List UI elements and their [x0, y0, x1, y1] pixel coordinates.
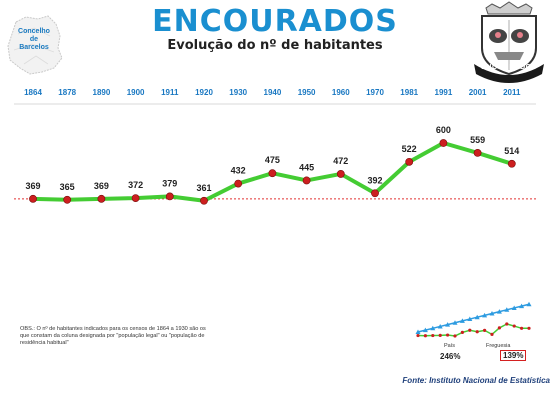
data-point-2011	[507, 159, 516, 168]
inset-country-marker	[452, 320, 458, 325]
inset-country-marker	[504, 307, 510, 312]
inset-country-marker	[474, 314, 480, 320]
value-label-1940: 475	[265, 155, 280, 165]
year-label-1981: 1981	[400, 88, 418, 97]
inset-legend-parish: Freguesia	[486, 343, 511, 349]
data-point-1878	[63, 195, 72, 204]
year-label-2001: 2001	[469, 88, 487, 97]
value-label-1911: 379	[162, 178, 177, 188]
data-point-1900	[131, 194, 140, 202]
logo-text-1: Concelho	[18, 28, 50, 35]
year-label-1900: 1900	[127, 88, 145, 97]
inset-country-marker	[519, 303, 525, 309]
year-label-2011: 2011	[503, 88, 521, 97]
page-subtitle: Evolução do nº de habitantes	[167, 38, 383, 53]
logo-text-2: de	[29, 36, 39, 43]
data-point-1970	[371, 189, 379, 198]
data-point-1864	[29, 194, 37, 203]
parish-growth-value: 139%	[500, 350, 527, 361]
data-point-2001	[473, 149, 482, 157]
inset-parish-marker	[468, 328, 472, 332]
inset-parish-marker	[438, 333, 442, 337]
value-label-1878: 365	[60, 182, 75, 192]
barcelos-map-logo: Concelho de Barcelos	[4, 14, 64, 76]
inset-country-marker	[511, 305, 517, 310]
inset-country-marker	[467, 316, 473, 322]
inset-country-marker	[482, 312, 488, 318]
value-label-1930: 432	[231, 166, 246, 176]
year-label-1991: 1991	[435, 88, 453, 97]
observation-note: OBS.: O nº de habitantes indicados para …	[20, 326, 206, 346]
inset-parish-marker	[512, 324, 516, 328]
data-point-1991	[439, 139, 448, 147]
year-label-1878: 1878	[58, 88, 76, 97]
year-label-1940: 1940	[264, 88, 282, 97]
inset-country-marker	[430, 325, 436, 331]
year-label-1970: 1970	[366, 88, 384, 97]
logo-text-3: Barcelos	[19, 44, 49, 51]
year-label-1930: 1930	[229, 88, 247, 97]
inset-parish-marker	[527, 326, 531, 330]
data-point-1890	[97, 194, 106, 203]
inset-parish-marker	[483, 328, 487, 332]
value-label-1981: 522	[402, 144, 417, 154]
page-title: ENCOURADOS	[152, 4, 398, 39]
year-label-1864: 1864	[24, 88, 42, 97]
inset-country-line	[417, 303, 530, 333]
inset-parish-marker	[453, 334, 457, 338]
inset-country-marker	[437, 323, 443, 329]
value-label-1900: 372	[128, 180, 143, 190]
inset-parish-marker	[423, 334, 427, 338]
data-point-1981	[405, 157, 414, 166]
inset-country-marker	[496, 309, 502, 314]
coat-of-arms-label: ENCOURADOS	[481, 64, 537, 71]
inset-country-marker	[459, 318, 465, 323]
data-point-1930	[234, 179, 243, 188]
inset-country-marker	[445, 322, 451, 327]
value-label-1970: 392	[367, 175, 382, 185]
inset-country-marker	[422, 327, 428, 333]
value-label-1920: 361	[196, 183, 211, 193]
inset-country-marker	[489, 311, 495, 316]
year-label-1920: 1920	[195, 88, 213, 97]
value-label-1864: 369	[25, 181, 40, 191]
value-label-2001: 559	[470, 135, 485, 145]
inset-parish-marker	[490, 332, 494, 336]
inset-parish-marker	[505, 322, 509, 326]
data-point-1911	[165, 192, 174, 201]
country-growth-value: 246%	[440, 352, 461, 361]
inset-country-marker	[526, 301, 532, 307]
value-label-2011: 514	[504, 146, 519, 156]
map-outline-icon	[7, 15, 63, 75]
inset-parish-marker	[497, 326, 501, 330]
year-label-1890: 1890	[93, 88, 111, 97]
year-label-1950: 1950	[298, 88, 316, 97]
value-label-1890: 369	[94, 181, 109, 191]
year-label-1960: 1960	[332, 88, 350, 97]
data-point-1960	[336, 170, 345, 178]
data-point-1920	[200, 196, 208, 205]
inset-country-marker	[415, 329, 421, 334]
source-credit: Fonte: Instituto Nacional de Estatística	[402, 376, 550, 385]
inset-legend-country: País	[444, 343, 456, 349]
coat-of-arms-icon	[474, 1, 544, 83]
inset-parish-marker	[446, 333, 450, 337]
inset-comparison-chart	[415, 301, 532, 338]
inset-parish-marker	[416, 333, 420, 338]
inset-parish-line	[417, 323, 529, 337]
inset-parish-marker	[475, 330, 479, 334]
data-point-1940	[268, 169, 277, 178]
value-label-1991: 600	[436, 125, 451, 135]
data-point-1950	[302, 176, 311, 185]
year-label-1911: 1911	[161, 88, 179, 97]
value-label-1960: 472	[333, 156, 348, 166]
inset-parish-marker	[520, 326, 524, 330]
inset-parish-marker	[460, 330, 464, 334]
value-label-1950: 445	[299, 162, 314, 172]
inset-parish-marker	[431, 333, 435, 338]
coat-of-arms	[470, 0, 548, 84]
